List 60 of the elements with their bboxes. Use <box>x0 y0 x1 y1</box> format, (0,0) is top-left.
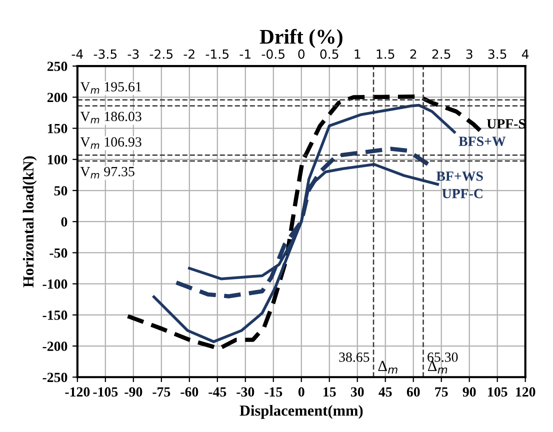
x2-tick-label: 2 <box>410 49 416 59</box>
x-tick-label: 30 <box>350 387 364 397</box>
y-tick-label: 100 <box>48 154 68 164</box>
y-tick-label: 250 <box>47 62 68 72</box>
x-tick-label: 75 <box>435 387 448 397</box>
y-tick-label: 200 <box>47 92 68 102</box>
x-tick-label: -60 <box>180 387 198 397</box>
y-tick-label: -100 <box>42 279 68 289</box>
ref-line-label: 65.30 <box>428 352 458 362</box>
series-label: UPF-S <box>486 119 526 128</box>
x-tick-label: 105 <box>488 387 508 397</box>
x2-tick-label: 3 <box>466 49 472 59</box>
x2-tick-label: -1.5 <box>206 50 228 59</box>
x2-tick-label: -4 <box>72 50 83 59</box>
x2-tick-label: 1.5 <box>376 50 394 59</box>
y-tick-label: 150 <box>48 124 68 134</box>
x-tick-label: 0 <box>298 387 304 397</box>
x2-tick-label: 4 <box>522 50 529 59</box>
ref-line-label: V$_{m}$ 186.03 <box>80 112 142 124</box>
x-tick-label: 90 <box>462 387 476 397</box>
x2-tick-label: -2 <box>184 49 194 59</box>
x2-tick-label: 3.5 <box>488 49 506 59</box>
x-tick-label: 60 <box>406 387 420 397</box>
y-tick-label: -250 <box>42 372 68 382</box>
y-axis-title: Horizontal load(kN) <box>22 156 37 288</box>
x-axis-title: Displacement(mm) <box>240 405 363 419</box>
ref-line-label: 38.65 <box>339 352 370 362</box>
x2-tick-label: 0 <box>298 49 305 59</box>
ref-line-label: V$_{m}$ 195.61 <box>80 82 142 94</box>
y-tick-label: -200 <box>42 342 68 351</box>
ref-line-label: V$_{m}$ 106.93 <box>80 137 142 149</box>
y-tick-label: 0 <box>61 217 68 227</box>
series-label: BFS+W <box>458 136 506 146</box>
x-tick-label: 120 <box>516 387 536 397</box>
y-tick-label: 50 <box>54 186 68 196</box>
y-tick-label: -50 <box>50 248 68 258</box>
y-tick-label: -150 <box>42 310 68 320</box>
x-tick-label: -90 <box>124 387 142 397</box>
ref-line-label: V$_{m}$ 97.35 <box>80 166 134 178</box>
x2-axis-title: Drift (%) <box>260 28 342 48</box>
x2-tick-label: -3.5 <box>94 49 117 59</box>
x-tick-label: -105 <box>93 387 118 397</box>
x-tick-label: -75 <box>152 387 170 397</box>
x-tick-label: -30 <box>236 387 254 397</box>
x2-tick-label: -0.5 <box>262 49 284 59</box>
x-tick-label: -45 <box>208 387 226 397</box>
annotation: Δ$_{m}$ <box>428 360 448 374</box>
x2-tick-label: -2.5 <box>150 49 173 59</box>
x-tick-label: 45 <box>378 387 392 397</box>
x-tick-label: -120 <box>65 387 90 397</box>
x2-tick-label: 1 <box>354 50 360 59</box>
x2-tick-label: 0.5 <box>320 49 338 59</box>
x-tick-label: -15 <box>264 387 282 397</box>
x2-tick-label: 2.5 <box>432 49 450 59</box>
series-label: UPF-C <box>442 188 482 198</box>
series-label: BF+WS <box>436 171 483 181</box>
annotation: Δ$_{m}$ <box>378 360 398 374</box>
x2-tick-label: -3 <box>128 49 139 59</box>
x-tick-label: 15 <box>324 387 336 397</box>
x2-tick-label: -1 <box>240 50 250 59</box>
